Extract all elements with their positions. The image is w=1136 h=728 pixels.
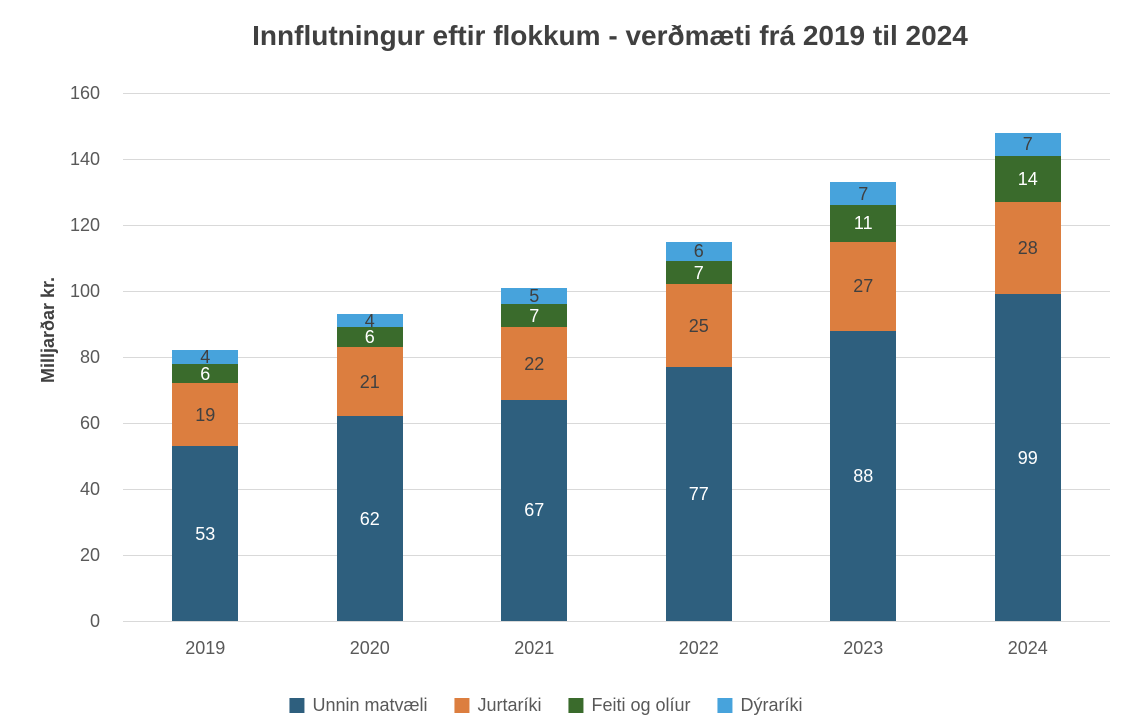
x-axis-tick-label: 2023 [843,638,884,658]
y-axis-tick-label: 80 [79,347,100,367]
bar-segment: 6 [336,327,403,348]
bar-value-label: 25 [688,315,709,336]
bar-segment: 6 [665,241,732,262]
bar-value-label: 4 [364,310,375,331]
bar-value-label: 62 [359,508,380,529]
bar-value-label: 7 [529,305,540,326]
bar-value-label: 99 [1017,447,1038,468]
bar-value-label: 6 [693,241,704,262]
legend-swatch-icon [454,698,470,713]
plot-area: 53 19 6 4 62 21 6 4 67 22 7 5 77 25 7 6 88 27 11 7 99 28 14 7 [123,92,1110,622]
legend-label: Unnin matvæli [312,695,428,715]
bar-segment: 4 [172,347,239,368]
bar-value-label: 11 [853,213,873,234]
bar-value-label: 6 [200,363,211,384]
bar-segment: 4 [336,310,403,331]
bar-segment: 99 [994,294,1061,621]
bar-value-label: 19 [195,404,216,425]
bar-stack-2023: 88 27 11 7 [830,93,897,621]
bar-segment: 28 [994,201,1061,295]
y-axis-tick-label: 160 [69,83,100,103]
bar-value-label: 27 [853,276,874,297]
x-axis-tick-label: 2020 [349,638,390,658]
gridline [123,158,1110,160]
legend-item: Unnin matvæli [289,695,427,716]
bar-value-label: 7 [693,262,704,283]
legend-item: Dýraríki [717,695,803,716]
bar-segment: 53 [172,446,239,621]
bar-segment: 62 [336,416,403,621]
bar-value-label: 5 [529,285,540,306]
bar-segment: 67 [501,399,568,621]
gridline [123,422,1110,424]
bar-value-label: 22 [524,353,545,374]
legend-label: Feiti og olíur [591,695,691,715]
legend-label: Jurtaríki [477,695,542,715]
legend-item: Jurtaríki [454,695,542,716]
gridline [123,224,1110,226]
bar-stack-2019: 53 19 6 4 [172,93,239,621]
x-axis-tick-label: 2019 [185,638,226,658]
bar-stack-2021: 67 22 7 5 [501,93,568,621]
bar-value-label: 7 [1022,134,1033,155]
bar-segment: 27 [830,241,897,331]
bar-stack-2024: 99 28 14 7 [994,93,1061,621]
gridline [123,92,1110,94]
bar-value-label: 7 [858,183,869,204]
bar-segment: 88 [830,330,897,621]
gridline [123,488,1110,490]
bar-segment: 21 [336,347,403,417]
legend-swatch-icon [289,698,305,713]
bar-value-label: 53 [195,523,216,544]
bar-value-label: 21 [359,371,380,392]
bar-segment: 11 [830,205,897,242]
bar-segment: 22 [501,327,568,400]
x-axis-tick-label: 2022 [678,638,719,658]
gridline [123,356,1110,358]
bar-segment: 25 [665,284,732,367]
bar-value-label: 28 [1017,238,1038,259]
bar-segment: 7 [665,261,732,285]
bar-segment: 7 [830,182,897,206]
bar-stack-2022: 77 25 7 6 [665,93,732,621]
legend-item: Feiti og olíur [568,695,691,716]
bar-value-label: 4 [200,347,211,368]
bar-segment: 77 [665,366,732,621]
bar-value-label: 88 [853,465,874,486]
bar-value-label: 77 [688,483,709,504]
y-axis-tick-label: 120 [69,215,100,235]
gridline [123,620,1110,622]
y-axis-tick-label: 40 [79,479,100,499]
bar-segment: 19 [172,383,239,447]
y-axis-tick-label: 0 [89,611,100,631]
bar-segment: 7 [501,304,568,328]
y-axis-tick-label: 140 [69,149,100,169]
bar-segment: 14 [994,155,1061,202]
x-axis-tick-label: 2021 [514,638,555,658]
bar-value-label: 6 [364,327,375,348]
bar-value-label: 14 [1017,168,1038,189]
legend-label: Dýraríki [740,695,803,715]
gridline [123,554,1110,556]
legend-swatch-icon [717,698,733,713]
gridline [123,290,1110,292]
x-axis-tick-label: 2024 [1007,638,1048,658]
bar-segment: 6 [172,363,239,384]
y-axis-tick-label: 20 [79,545,100,565]
bar-segment: 7 [994,132,1061,156]
y-axis-tick-label: 100 [69,281,100,301]
legend: Unnin matvæli Jurtaríki Feiti og olíur Dýra… [289,695,803,716]
legend-swatch-icon [568,698,584,713]
bar-stack-2020: 62 21 6 4 [336,93,403,621]
bar-segment: 5 [501,285,568,306]
bar-value-label: 67 [524,500,545,521]
chart-title: Innflutningur eftir flokkum - verðmæti f… [252,20,968,51]
y-axis-tick-label: 60 [79,413,100,433]
